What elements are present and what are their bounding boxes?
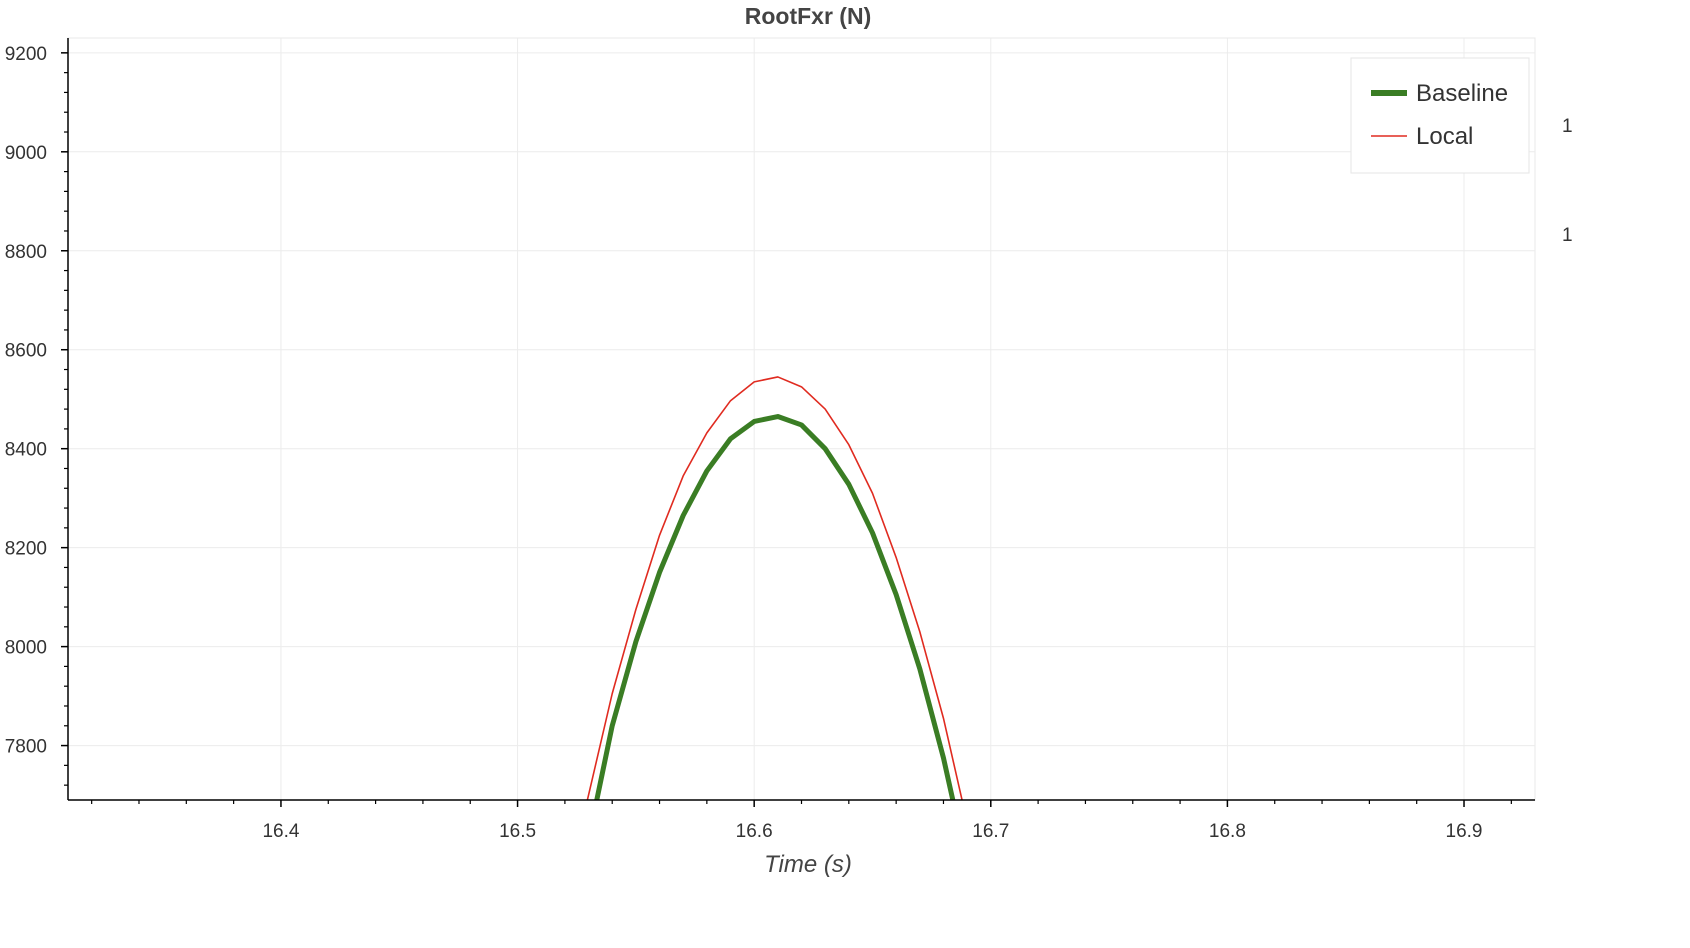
legend-label-local[interactable]: Local <box>1416 123 1473 150</box>
x-ticks-layer: 16.4 16.5 16.6 16.7 16.8 16.9 <box>91 800 1512 842</box>
x-tick-label: 16.9 <box>1446 821 1483 842</box>
x-tick-label: 16.8 <box>1209 821 1246 842</box>
y-tick-label: 8400 <box>5 440 47 461</box>
y-tick-label: 9000 <box>5 143 47 164</box>
x-tick-label: 16.7 <box>972 821 1009 842</box>
y-tick-label: 8600 <box>5 341 47 362</box>
series-layer <box>586 376 963 800</box>
plot-area <box>67 37 1536 801</box>
x-tick-label: 16.6 <box>736 821 773 842</box>
legend-box <box>1350 57 1530 174</box>
right-edge-label-2: 1 <box>1562 225 1573 246</box>
series-line-baseline <box>594 414 956 800</box>
series-line-local <box>586 376 963 800</box>
right-edge-label-1: 1 <box>1562 116 1573 137</box>
legend-label-baseline[interactable]: Baseline <box>1416 80 1508 107</box>
x-tick-label: 16.5 <box>499 821 536 842</box>
y-tick-label: 9200 <box>5 44 47 65</box>
y-ticks-layer: 7800 8000 8200 8400 8600 8800 9000 9200 <box>5 44 68 786</box>
y-tick-label: 7800 <box>5 737 47 758</box>
chart-title: RootFxr (N) <box>745 3 871 29</box>
x-tick-label: 16.4 <box>262 821 299 842</box>
grid-layer <box>68 38 1535 800</box>
legend[interactable]: Baseline Local <box>1350 57 1530 174</box>
x-axis-label: Time (s) <box>764 851 852 878</box>
y-tick-label: 8800 <box>5 242 47 263</box>
y-tick-label: 8200 <box>5 539 47 560</box>
y-tick-label: 8000 <box>5 638 47 659</box>
